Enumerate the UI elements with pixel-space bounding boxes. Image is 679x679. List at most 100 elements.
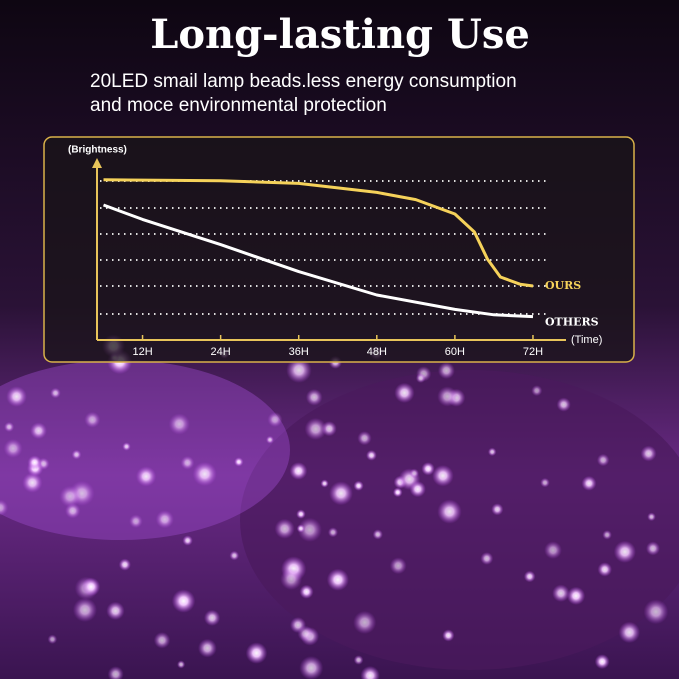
light [357, 431, 372, 446]
light [437, 362, 455, 380]
light [129, 514, 143, 529]
light [480, 552, 494, 565]
light [296, 509, 306, 519]
light [540, 477, 550, 488]
subtitle: and moce environmental protection [90, 95, 387, 116]
series-line [103, 178, 534, 288]
chart-frame [43, 136, 635, 363]
light [153, 632, 171, 649]
light [50, 387, 61, 399]
light [0, 499, 9, 516]
light [544, 541, 562, 560]
light [135, 466, 157, 487]
light [297, 517, 322, 542]
light [305, 388, 323, 406]
light [30, 422, 48, 440]
light [487, 447, 497, 457]
light [647, 512, 656, 522]
light [392, 487, 403, 498]
light [394, 382, 415, 404]
light [327, 527, 339, 538]
x-tick-label: 24H [211, 346, 231, 358]
light [326, 568, 349, 591]
light [432, 464, 454, 487]
light [320, 479, 329, 488]
x-axis-label: (Time) [571, 334, 602, 346]
light [107, 666, 124, 679]
light [203, 609, 221, 626]
light [566, 586, 586, 605]
light [84, 411, 101, 428]
light [372, 529, 383, 540]
light [491, 503, 504, 516]
x-tick-label: 36H [289, 346, 309, 358]
light [118, 558, 131, 571]
light [299, 656, 324, 679]
light [531, 385, 543, 397]
light [27, 455, 42, 470]
light [177, 660, 186, 669]
light [409, 480, 426, 498]
title: Long-lasting Use [150, 11, 530, 58]
y-axis-label: (Brightness) [68, 145, 127, 156]
light [645, 541, 660, 556]
light [437, 386, 458, 407]
light [597, 562, 613, 577]
light [197, 638, 217, 658]
light [280, 568, 303, 590]
light [353, 480, 364, 491]
light [155, 510, 174, 529]
light [297, 625, 314, 642]
series-label: OURS [545, 279, 581, 292]
light [192, 461, 217, 487]
light [421, 462, 435, 476]
light [267, 412, 283, 428]
light [602, 530, 612, 540]
light [168, 413, 190, 435]
light [409, 468, 420, 479]
light [552, 584, 570, 602]
series-label: OTHERS [545, 316, 599, 329]
light [618, 621, 641, 644]
light [182, 535, 193, 546]
chart: (Brightness) (Time) 12H 24H 36H 48H 60H 72H OURS… [68, 145, 602, 358]
light [245, 642, 268, 664]
light [22, 472, 43, 493]
x-tick-label: 72H [523, 346, 543, 358]
light [304, 417, 327, 440]
light [353, 610, 377, 635]
subtitle: 20LED smail lamp beads.less energy consu… [90, 71, 517, 92]
light [71, 449, 82, 460]
light [229, 550, 240, 561]
light [106, 601, 125, 621]
light [72, 597, 98, 622]
light [274, 518, 295, 539]
light [594, 654, 610, 670]
light [59, 485, 81, 508]
lights [0, 334, 669, 679]
light [415, 373, 426, 384]
light [289, 462, 308, 480]
light [296, 524, 306, 533]
light [122, 442, 131, 451]
light [643, 599, 669, 625]
light [81, 577, 101, 597]
light [180, 455, 195, 470]
light [299, 584, 314, 599]
light [4, 421, 15, 433]
light [581, 475, 597, 491]
light [286, 357, 312, 383]
light [360, 665, 380, 679]
light [171, 589, 196, 613]
light [3, 438, 23, 459]
light [366, 449, 377, 461]
light [596, 453, 610, 467]
light [329, 481, 353, 506]
light [353, 655, 364, 665]
x-tick-label: 48H [367, 346, 387, 358]
series-line [102, 203, 534, 319]
light [47, 634, 58, 645]
light [389, 557, 407, 575]
light [6, 386, 27, 407]
